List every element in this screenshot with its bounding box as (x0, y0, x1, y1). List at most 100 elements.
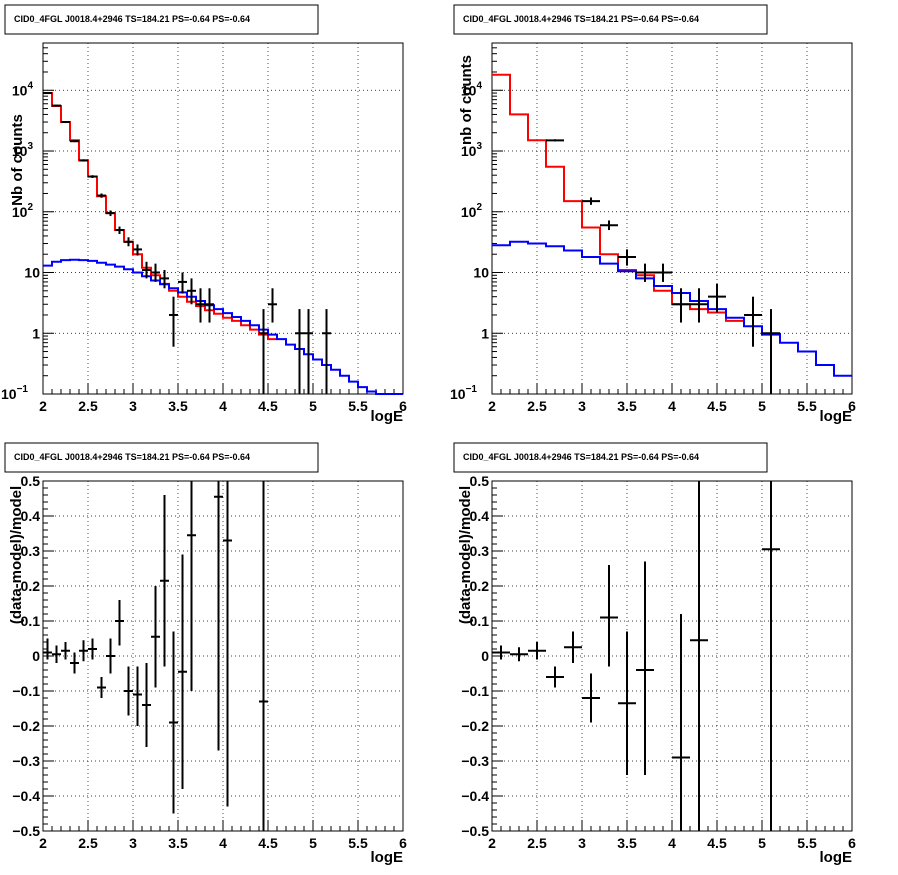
y-tick-exponent: 3 (476, 141, 482, 152)
x-tick-label: 5 (309, 398, 317, 414)
y-axis-label: (data-model)/model (457, 486, 474, 624)
y-tick-label: −0.4 (461, 788, 489, 804)
panel-bottom-left: CID0_4FGL J0018.4+2946 TS=184.21 PS=-0.6… (4, 442, 407, 866)
x-tick-label: 6 (399, 835, 407, 851)
title-box (4, 442, 319, 473)
y-tick-exponent: −1 (466, 384, 478, 395)
x-axis-label: logE (371, 408, 404, 425)
x-tick-label: 3.5 (168, 835, 188, 851)
y-axis-label: (data-model)/model (8, 486, 25, 624)
plot-area: 2 2.5 3 3.5 4 4.5 5 5.5 6 −0.5 −0.4 −0.3 −0.2 −0.1 0 0.… (12, 473, 407, 851)
y-tick-exponent: 3 (27, 141, 33, 152)
x-tick-label: 5.5 (797, 835, 817, 851)
x-tick-label: 5 (309, 835, 317, 851)
panel-top-right: CID0_4FGL J0018.4+2946 TS=184.21 PS=-0.6… (450, 4, 856, 425)
x-tick-label: 2.5 (78, 398, 98, 414)
x-axis-label: logE (820, 408, 853, 425)
model-step-line (492, 240, 852, 377)
y-tick-exponent: 4 (476, 80, 482, 91)
y-tick-label: 0.2 (470, 578, 490, 594)
y-tick-label: −0.3 (12, 753, 40, 769)
x-tick-label: 3.5 (617, 398, 637, 414)
x-tick-label: 5.5 (348, 398, 368, 414)
y-tick-label: 1 (481, 325, 489, 341)
y-tick-label: −0.1 (12, 683, 40, 699)
x-tick-label: 4 (668, 835, 676, 851)
y-axis-label: nb of counts (458, 55, 475, 145)
y-tick-label: −0.5 (461, 823, 489, 839)
x-tick-label: 4.5 (707, 835, 727, 851)
x-tick-label: 6 (848, 398, 856, 414)
panel-top-left: CID0_4FGL J0018.4+2946 TS=184.21 PS=-0.6… (1, 4, 407, 425)
x-tick-label: 4 (219, 835, 227, 851)
x-tick-label: 3 (578, 398, 586, 414)
y-tick-label: −0.1 (461, 683, 489, 699)
y-tick-label: −0.4 (12, 788, 40, 804)
y-axis-label: Nb of counts (9, 114, 26, 206)
x-tick-label: 5.5 (348, 835, 368, 851)
x-tick-label: 3 (578, 835, 586, 851)
title-box (453, 442, 768, 473)
y-tick-label: −0.2 (12, 718, 40, 734)
y-tick-label: 0.3 (21, 543, 41, 559)
title-box (4, 4, 319, 35)
x-tick-label: 5.5 (797, 398, 817, 414)
x-tick-label: 3 (129, 835, 137, 851)
y-tick-label: 0.5 (470, 473, 490, 489)
x-tick-label: 2.5 (527, 398, 547, 414)
y-tick-exponent: −1 (17, 384, 29, 395)
y-tick-label: 0.4 (21, 508, 41, 524)
y-tick-label: 0.1 (21, 613, 41, 629)
x-tick-label: 4 (219, 398, 227, 414)
y-tick-label: 1 (32, 325, 40, 341)
x-tick-label: 4 (668, 398, 676, 414)
y-tick-label: 0.3 (470, 543, 490, 559)
x-tick-label: 2 (488, 835, 496, 851)
y-tick-exponent: 4 (27, 80, 33, 91)
model-step-line (43, 258, 403, 395)
x-axis-label: logE (371, 849, 404, 866)
x-tick-label: 3 (129, 398, 137, 414)
x-tick-label: 2 (39, 398, 47, 414)
y-tick-exponent: 2 (27, 202, 33, 213)
panel-title: CID0_4FGL J0018.4+2946 TS=184.21 PS=-0.6… (463, 452, 699, 462)
x-tick-label: 6 (848, 835, 856, 851)
y-tick-label: 10 (473, 265, 489, 281)
panel-title: CID0_4FGL J0018.4+2946 TS=184.21 PS=-0.6… (14, 452, 250, 462)
x-tick-label: 3.5 (168, 398, 188, 414)
y-tick-label: 0.5 (21, 473, 41, 489)
model-step-line (492, 73, 744, 322)
panel-bottom-right: CID0_4FGL J0018.4+2946 TS=184.21 PS=-0.6… (453, 442, 856, 866)
y-tick-label: −0.5 (12, 823, 40, 839)
y-tick-label: 0 (32, 648, 40, 664)
y-tick-label: 104 (12, 80, 34, 98)
y-tick-label: 10−1 (1, 384, 28, 402)
x-tick-label: 2.5 (78, 835, 98, 851)
y-tick-label: 10−1 (450, 384, 477, 402)
x-axis-label: logE (820, 849, 853, 866)
panel-title: CID0_4FGL J0018.4+2946 TS=184.21 PS=-0.6… (14, 14, 250, 24)
y-tick-label: −0.3 (461, 753, 489, 769)
x-tick-label: 2 (488, 398, 496, 414)
plot-area: 2 2.5 3 3.5 4 4.5 5 5.5 6 −0.5 −0.4 −0.3 −0.2 −0.1 0 0.… (461, 473, 856, 851)
x-tick-label: 4.5 (707, 398, 727, 414)
y-tick-exponent: 2 (476, 202, 482, 213)
y-tick-label: 102 (461, 202, 483, 220)
model-step-line (43, 92, 277, 341)
y-tick-label: 0.1 (470, 613, 490, 629)
x-tick-label: 4.5 (258, 835, 278, 851)
y-tick-label: 0 (481, 648, 489, 664)
y-tick-label: 0.2 (21, 578, 41, 594)
x-tick-label: 2.5 (527, 835, 547, 851)
y-tick-label: 0.4 (470, 508, 490, 524)
y-tick-label: 10 (24, 265, 40, 281)
y-tick-label: −0.2 (461, 718, 489, 734)
x-tick-label: 2 (39, 835, 47, 851)
x-tick-label: 5 (758, 835, 766, 851)
x-tick-label: 4.5 (258, 398, 278, 414)
panel-title: CID0_4FGL J0018.4+2946 TS=184.21 PS=-0.6… (463, 14, 699, 24)
x-tick-label: 5 (758, 398, 766, 414)
